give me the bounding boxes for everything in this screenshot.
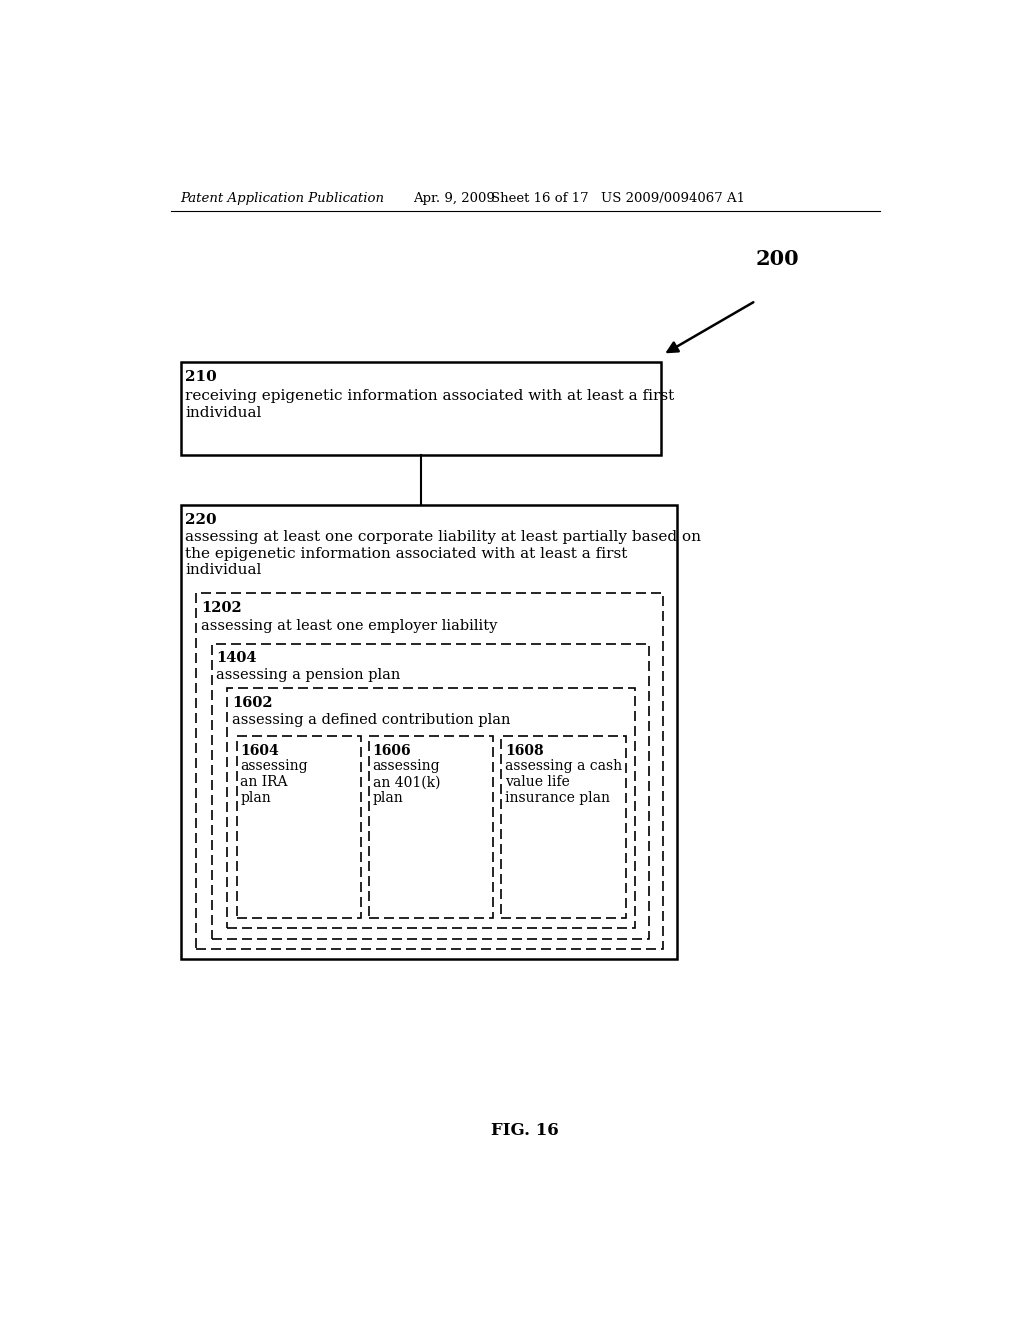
Text: assessing a defined contribution plan: assessing a defined contribution plan xyxy=(231,713,510,727)
Text: 1202: 1202 xyxy=(201,601,242,615)
Text: 1608: 1608 xyxy=(505,743,544,758)
Text: Apr. 9, 2009: Apr. 9, 2009 xyxy=(414,191,495,205)
Bar xyxy=(212,644,649,940)
Bar xyxy=(197,594,663,949)
Text: receiving epigenetic information associated with at least a first
individual: receiving epigenetic information associa… xyxy=(185,389,675,420)
Text: assessing a cash
value life
insurance plan: assessing a cash value life insurance pl… xyxy=(505,759,622,805)
Text: assessing
an IRA
plan: assessing an IRA plan xyxy=(241,759,308,805)
Text: 1604: 1604 xyxy=(241,743,280,758)
Bar xyxy=(369,737,494,917)
Bar xyxy=(237,737,361,917)
Text: Patent Application Publication: Patent Application Publication xyxy=(180,191,385,205)
Text: Sheet 16 of 17: Sheet 16 of 17 xyxy=(490,191,589,205)
Text: 220: 220 xyxy=(185,512,217,527)
Text: 200: 200 xyxy=(756,248,800,268)
Text: assessing a pension plan: assessing a pension plan xyxy=(216,668,400,682)
Text: FIG. 16: FIG. 16 xyxy=(490,1122,559,1139)
Bar xyxy=(501,737,626,917)
Text: assessing at least one employer liability: assessing at least one employer liabilit… xyxy=(201,619,498,632)
Bar xyxy=(180,506,677,960)
Text: 1602: 1602 xyxy=(231,696,272,710)
Bar xyxy=(227,688,635,928)
Text: 1404: 1404 xyxy=(216,651,257,665)
Text: assessing
an 401(k)
plan: assessing an 401(k) plan xyxy=(373,759,440,805)
Text: US 2009/0094067 A1: US 2009/0094067 A1 xyxy=(601,191,744,205)
Text: 1606: 1606 xyxy=(373,743,412,758)
Bar xyxy=(180,363,662,455)
Text: assessing at least one corporate liability at least partially based on
the epige: assessing at least one corporate liabili… xyxy=(185,531,701,577)
Text: 210: 210 xyxy=(185,370,217,384)
